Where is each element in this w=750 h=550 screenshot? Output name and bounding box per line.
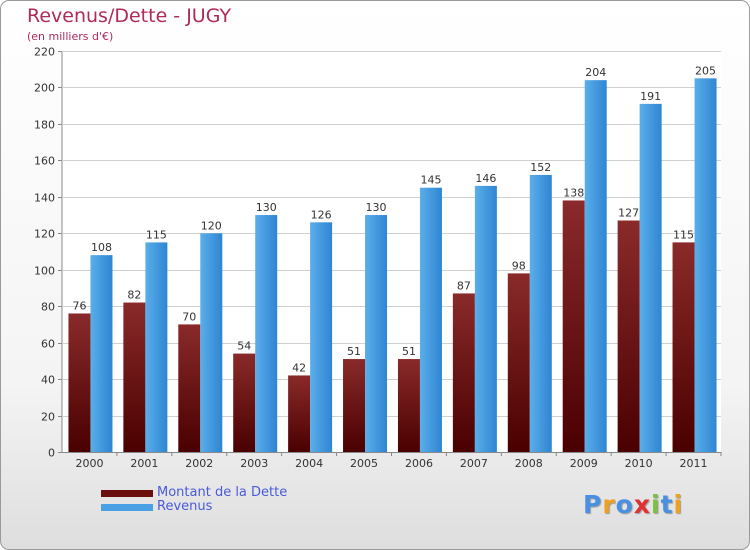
- y-tick-label: 120: [34, 228, 55, 241]
- y-axis-ticks: 0 20 40 60 80 100 120 140 160 180 200 220: [34, 46, 55, 460]
- value-label-revenus: 130: [256, 201, 277, 214]
- value-label-dette: 51: [402, 345, 416, 358]
- value-label-dette: 82: [127, 289, 141, 302]
- y-tick-label: 180: [34, 119, 55, 132]
- bar-dette: [617, 220, 640, 452]
- x-tick-label: 2000: [75, 457, 103, 470]
- y-tick-label: 60: [41, 338, 55, 351]
- legend-label-revenus: Revenus: [157, 499, 213, 514]
- logo-letter: r: [602, 490, 616, 519]
- value-label-revenus: 204: [585, 66, 606, 79]
- value-label-dette: 115: [673, 228, 694, 241]
- bar-revenus: [365, 215, 388, 452]
- x-tick-label: 2004: [295, 457, 323, 470]
- y-tick-label: 200: [34, 82, 55, 95]
- x-tick-label: 2010: [625, 457, 653, 470]
- value-label-revenus: 120: [201, 219, 222, 232]
- legend-swatch-dette: [101, 490, 153, 497]
- chart-subtitle: (en milliers d'€): [27, 30, 114, 43]
- value-label-revenus: 115: [146, 228, 167, 241]
- bar-revenus: [310, 222, 333, 452]
- bar-dette: [672, 242, 695, 452]
- y-tick-label: 220: [34, 46, 55, 59]
- bar-revenus: [584, 80, 607, 452]
- x-tick-label: 2007: [460, 457, 488, 470]
- x-tick-label: 2009: [570, 457, 598, 470]
- value-label-revenus: 145: [420, 174, 441, 187]
- value-label-dette: 127: [618, 207, 639, 220]
- bar-dette: [123, 302, 146, 452]
- chart-title: Revenus/Dette - JUGY: [27, 5, 232, 27]
- value-label-dette: 54: [237, 340, 251, 353]
- x-tick-label: 2011: [680, 457, 708, 470]
- bar-dette: [68, 313, 91, 452]
- value-label-revenus: 152: [530, 161, 551, 174]
- bar-dette: [178, 324, 201, 452]
- value-label-dette: 98: [512, 259, 526, 272]
- bar-revenus: [145, 242, 168, 452]
- bar-dette: [452, 293, 475, 452]
- y-tick-label: 100: [34, 265, 55, 278]
- value-label-dette: 42: [292, 361, 306, 374]
- x-tick-label: 2006: [405, 457, 433, 470]
- value-label-dette: 138: [563, 186, 584, 199]
- bar-dette: [288, 375, 311, 452]
- logo-letter: x: [633, 490, 651, 519]
- value-labels: 76 108 82 115 70 120 54 130 42 126 51 130 51 145 87 146…: [72, 64, 716, 374]
- bar-dette: [343, 359, 366, 452]
- y-tick-label: 160: [34, 155, 55, 168]
- x-tick-label: 2001: [130, 457, 158, 470]
- value-label-revenus: 146: [475, 172, 496, 185]
- bar-dette: [397, 359, 420, 452]
- bar-dette: [507, 273, 530, 452]
- bar-revenus: [639, 103, 662, 452]
- bar-revenus: [90, 255, 113, 452]
- value-label-revenus: 126: [311, 208, 332, 221]
- y-tick-label: 0: [48, 447, 55, 460]
- grid-lines: [58, 51, 721, 453]
- legend-label-dette: Montant de la Dette: [157, 485, 288, 500]
- y-tick-label: 140: [34, 192, 55, 205]
- y-tick-label: 80: [41, 301, 55, 314]
- bar-revenus: [255, 215, 278, 452]
- logo-letter: P: [583, 490, 603, 519]
- bar-revenus: [474, 185, 497, 452]
- bar-revenus: [419, 187, 442, 453]
- bar-revenus: [200, 233, 223, 452]
- x-tick-label: 2002: [185, 457, 213, 470]
- x-tick-label: 2003: [240, 457, 268, 470]
- value-label-dette: 87: [457, 279, 471, 292]
- value-label-revenus: 130: [366, 201, 387, 214]
- logo-letter: o: [615, 490, 634, 519]
- bar-dette: [233, 353, 256, 452]
- logo-letter: t: [660, 490, 674, 519]
- x-tick-label: 2008: [515, 457, 543, 470]
- bar-dette: [562, 200, 585, 452]
- value-label-revenus: 108: [91, 241, 112, 254]
- logo-letter: i: [651, 490, 661, 519]
- x-tick-label: 2005: [350, 457, 378, 470]
- proxiti-logo: Proxiti: [583, 490, 683, 519]
- bar-revenus: [694, 78, 717, 452]
- legend-swatch-revenus: [101, 504, 153, 511]
- plot-area: [61, 51, 721, 452]
- y-tick-label: 20: [41, 411, 55, 424]
- value-label-dette: 70: [182, 310, 196, 323]
- y-tick-label: 40: [41, 374, 55, 387]
- logo-letter: i: [673, 490, 684, 519]
- value-label-dette: 51: [347, 345, 361, 358]
- plot-background: [62, 51, 721, 452]
- bar-revenus: [529, 174, 552, 453]
- bars: [68, 78, 717, 453]
- value-label-revenus: 191: [640, 90, 661, 103]
- value-label-dette: 76: [72, 299, 86, 312]
- value-label-revenus: 205: [695, 64, 716, 77]
- x-axis-ticks: 2000 2001 2002 2003 2004 2005 2006 2007 2008 2009…: [58, 452, 722, 470]
